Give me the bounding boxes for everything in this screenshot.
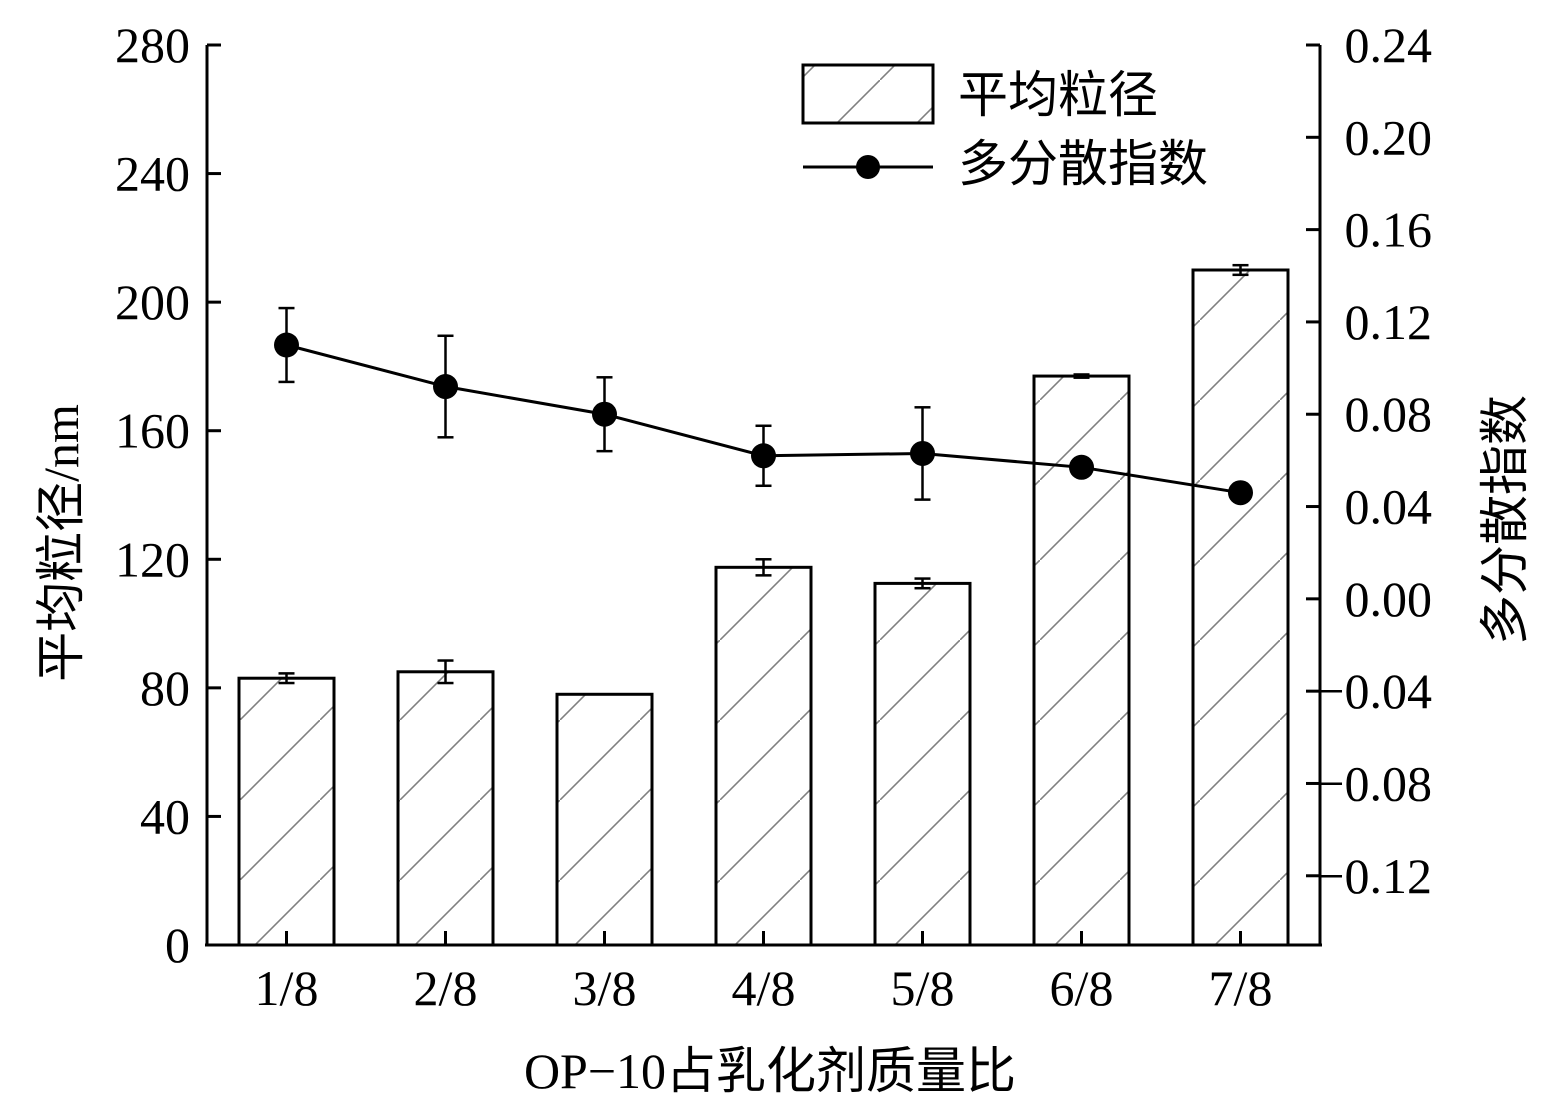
y-tick-label: 240	[115, 146, 190, 202]
x-tick-label: 4/8	[732, 960, 796, 1016]
x-tick-label: 2/8	[414, 960, 478, 1016]
pdi-point-1	[274, 332, 299, 358]
bars-group	[237, 268, 1290, 947]
bar-error-1	[278, 672, 295, 685]
pdi-point-5	[910, 440, 935, 466]
legend-line-label: 多分散指数	[958, 136, 1208, 192]
y-tick-label: 120	[115, 531, 190, 587]
y2-tick-label: 0.20	[1345, 109, 1433, 165]
legend-bar-swatch	[801, 63, 935, 125]
bar-2	[396, 670, 495, 947]
bar-1	[237, 676, 336, 947]
y-axis-title: 平均粒径/nm	[33, 404, 89, 682]
y2-tick-label: 0.04	[1345, 479, 1433, 535]
y2-tick-label: 0.24	[1345, 17, 1433, 73]
y2-axis-title: 多分散指数	[1477, 395, 1533, 645]
bar-error-6	[1073, 373, 1090, 379]
ticks-group: 0 40 80 120 160 200 240 280 −0.12 −0.08 −0.04 0.00 0…	[115, 17, 1432, 1016]
pdi-point-3	[592, 401, 617, 427]
y2-tick-label: −0.12	[1316, 848, 1432, 904]
pdi-point-2	[433, 374, 458, 400]
y-tick-label: 280	[115, 17, 190, 73]
y-tick-label: 80	[140, 660, 190, 716]
y2-tick-label: −0.08	[1316, 755, 1432, 811]
bar-3	[555, 692, 654, 947]
x-tick-label: 5/8	[891, 960, 955, 1016]
bar-error-5	[914, 577, 931, 590]
y2-tick-label: 0.16	[1345, 202, 1433, 258]
y2-tick-label: 0.12	[1345, 294, 1433, 350]
markers-group	[274, 332, 1253, 506]
y2-tick-label: 0.00	[1345, 571, 1433, 627]
bar-error-2	[437, 659, 454, 685]
x-tick-label: 3/8	[573, 960, 637, 1016]
y2-tick-label: −0.04	[1316, 663, 1432, 719]
bar-7	[1191, 268, 1290, 947]
bar-error-7	[1232, 263, 1249, 277]
x-tick-label: 7/8	[1209, 960, 1273, 1016]
y-tick-label: 40	[140, 788, 190, 844]
bar-error-4	[755, 558, 772, 577]
bar-5	[873, 581, 972, 947]
y-tick-label: 0	[165, 917, 190, 973]
bar-4	[714, 565, 813, 947]
x-tick-label: 1/8	[255, 960, 319, 1016]
pdi-point-4	[751, 443, 776, 469]
x-axis-title: OP−10占乳化剂质量比	[524, 1043, 1016, 1099]
y2-tick-label: 0.08	[1345, 386, 1433, 442]
x-tick-label: 6/8	[1050, 960, 1114, 1016]
legend: 平均粒径 多分散指数	[801, 63, 1208, 192]
y-tick-label: 160	[115, 403, 190, 459]
bar-errorbars-group	[278, 263, 1249, 685]
legend-bar-label: 平均粒径	[958, 67, 1158, 123]
pdi-point-7	[1228, 480, 1253, 506]
y-tick-label: 200	[115, 274, 190, 330]
legend-marker	[856, 155, 880, 179]
pdi-point-6	[1069, 454, 1094, 480]
